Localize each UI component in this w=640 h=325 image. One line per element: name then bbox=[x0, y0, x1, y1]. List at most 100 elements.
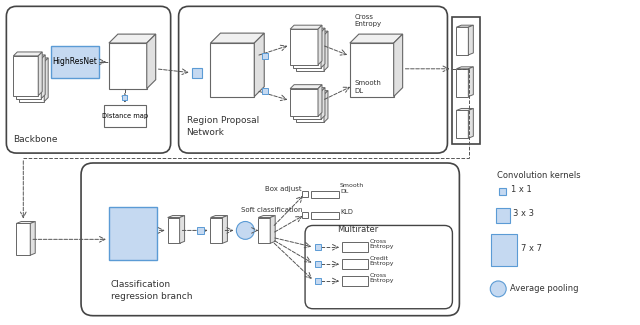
Bar bbox=[315, 261, 321, 267]
Bar bbox=[452, 17, 480, 144]
Polygon shape bbox=[456, 109, 474, 111]
Polygon shape bbox=[147, 34, 156, 89]
Bar bbox=[311, 191, 339, 198]
Polygon shape bbox=[394, 34, 403, 97]
Bar bbox=[342, 242, 368, 252]
Polygon shape bbox=[468, 67, 474, 97]
Bar bbox=[342, 276, 368, 286]
Bar bbox=[51, 46, 99, 78]
Polygon shape bbox=[350, 34, 403, 43]
Text: Smooth
DL: Smooth DL bbox=[340, 183, 364, 194]
Bar bbox=[191, 68, 202, 78]
Polygon shape bbox=[17, 59, 41, 98]
Polygon shape bbox=[293, 32, 321, 68]
Polygon shape bbox=[211, 33, 264, 43]
Polygon shape bbox=[290, 85, 322, 89]
Polygon shape bbox=[211, 215, 227, 217]
Polygon shape bbox=[180, 215, 184, 243]
FancyBboxPatch shape bbox=[6, 6, 171, 153]
Polygon shape bbox=[41, 55, 45, 98]
Polygon shape bbox=[13, 52, 42, 56]
Text: Credit: Credit bbox=[370, 256, 388, 261]
Polygon shape bbox=[296, 35, 324, 71]
Polygon shape bbox=[19, 58, 48, 62]
Polygon shape bbox=[456, 111, 468, 138]
Polygon shape bbox=[293, 28, 325, 32]
Text: Soft classification: Soft classification bbox=[241, 207, 302, 213]
Polygon shape bbox=[19, 62, 44, 101]
Polygon shape bbox=[259, 217, 270, 243]
Polygon shape bbox=[321, 88, 325, 119]
Text: Cross: Cross bbox=[370, 273, 387, 278]
Text: HighResNet: HighResNet bbox=[52, 58, 97, 66]
Bar bbox=[315, 244, 321, 250]
Polygon shape bbox=[109, 43, 147, 89]
Polygon shape bbox=[211, 43, 254, 97]
Polygon shape bbox=[17, 224, 30, 255]
Polygon shape bbox=[44, 58, 48, 101]
Polygon shape bbox=[468, 109, 474, 138]
Text: Distance map: Distance map bbox=[102, 113, 148, 119]
Text: Convolution kernels: Convolution kernels bbox=[497, 171, 581, 180]
Text: Backbone: Backbone bbox=[13, 135, 58, 144]
Text: Multirater: Multirater bbox=[337, 226, 378, 234]
Polygon shape bbox=[168, 215, 184, 217]
Polygon shape bbox=[293, 88, 325, 92]
Polygon shape bbox=[324, 91, 328, 122]
Text: Region Proposal
Network: Region Proposal Network bbox=[187, 116, 259, 137]
Bar bbox=[496, 208, 510, 224]
Polygon shape bbox=[290, 89, 318, 116]
FancyBboxPatch shape bbox=[305, 226, 452, 309]
Bar bbox=[311, 212, 339, 218]
Text: Average pooling: Average pooling bbox=[510, 284, 579, 293]
Polygon shape bbox=[456, 27, 468, 55]
Polygon shape bbox=[296, 91, 328, 95]
Polygon shape bbox=[109, 34, 156, 43]
FancyBboxPatch shape bbox=[179, 6, 447, 153]
Bar bbox=[342, 259, 368, 269]
Polygon shape bbox=[290, 29, 318, 65]
Polygon shape bbox=[13, 56, 38, 96]
Text: Box adjust: Box adjust bbox=[266, 186, 302, 192]
Polygon shape bbox=[293, 92, 321, 119]
Circle shape bbox=[236, 222, 254, 239]
Bar bbox=[302, 191, 308, 197]
Polygon shape bbox=[456, 67, 474, 69]
Polygon shape bbox=[456, 69, 468, 97]
Text: KLD: KLD bbox=[340, 209, 353, 214]
Text: Cross
Entropy: Cross Entropy bbox=[355, 14, 382, 27]
Polygon shape bbox=[321, 28, 325, 68]
Bar bbox=[262, 88, 268, 94]
Polygon shape bbox=[38, 52, 42, 96]
Polygon shape bbox=[270, 215, 275, 243]
Bar bbox=[492, 234, 517, 266]
Polygon shape bbox=[168, 217, 180, 243]
Bar bbox=[262, 53, 268, 59]
Polygon shape bbox=[254, 33, 264, 97]
Circle shape bbox=[490, 281, 506, 297]
Polygon shape bbox=[17, 55, 45, 59]
Polygon shape bbox=[324, 31, 328, 71]
Bar bbox=[122, 95, 127, 100]
Polygon shape bbox=[296, 31, 328, 35]
Polygon shape bbox=[296, 95, 324, 122]
Bar bbox=[302, 212, 308, 217]
Polygon shape bbox=[211, 217, 223, 243]
Polygon shape bbox=[318, 85, 322, 116]
Text: Classification
regression branch: Classification regression branch bbox=[111, 280, 193, 301]
Bar bbox=[109, 207, 157, 260]
Polygon shape bbox=[17, 222, 35, 224]
Bar bbox=[499, 188, 506, 195]
Text: Entropy: Entropy bbox=[370, 261, 394, 266]
Polygon shape bbox=[290, 25, 322, 29]
Text: Entropy: Entropy bbox=[370, 244, 394, 249]
Polygon shape bbox=[30, 222, 35, 255]
Bar bbox=[104, 106, 146, 127]
Polygon shape bbox=[259, 215, 275, 217]
Text: 1 x 1: 1 x 1 bbox=[511, 185, 532, 194]
Polygon shape bbox=[318, 25, 322, 65]
Text: Cross: Cross bbox=[370, 239, 387, 244]
Text: Smooth
DL: Smooth DL bbox=[355, 80, 381, 94]
Bar bbox=[197, 227, 204, 234]
Text: 7 x 7: 7 x 7 bbox=[521, 244, 542, 253]
